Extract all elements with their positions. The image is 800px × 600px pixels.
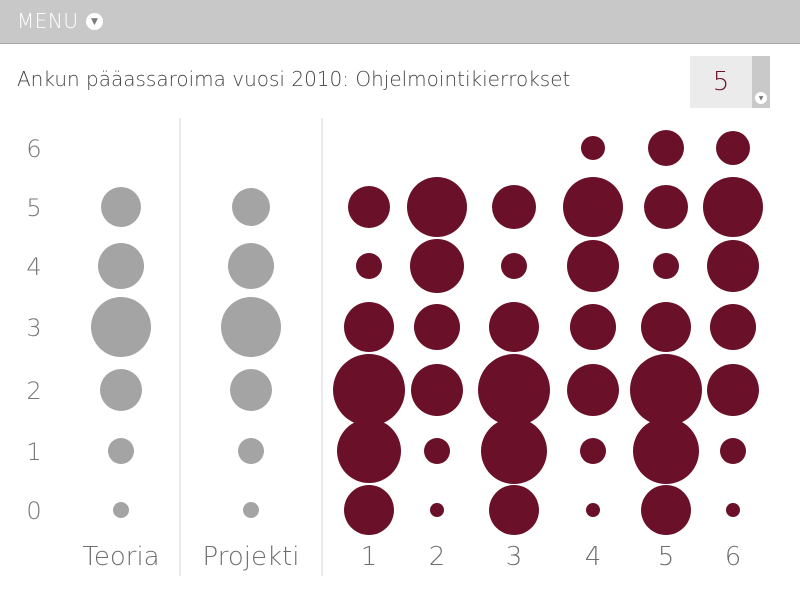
bubble xyxy=(414,304,460,350)
y-tick-label: 4 xyxy=(26,253,41,281)
bubble xyxy=(478,354,550,426)
bubble xyxy=(407,177,467,237)
y-tick-label: 5 xyxy=(26,194,41,222)
bubble xyxy=(230,369,272,411)
category-label: 1 xyxy=(361,542,378,572)
bubble xyxy=(580,438,606,464)
bubble xyxy=(492,185,536,229)
bubble xyxy=(98,243,144,289)
round-selector[interactable]: 5 ▼ xyxy=(690,56,770,108)
bubble xyxy=(563,177,623,237)
y-tick-label: 1 xyxy=(26,438,41,466)
bubble xyxy=(228,243,274,289)
bubble xyxy=(430,503,444,517)
bubble xyxy=(337,419,401,483)
bubble xyxy=(501,253,527,279)
category-label: 5 xyxy=(658,542,675,572)
bubble xyxy=(91,297,151,357)
bubble xyxy=(108,438,134,464)
menu-button[interactable]: MENU xyxy=(17,9,79,33)
category-label: Teoria xyxy=(82,542,159,572)
bubble xyxy=(644,185,688,229)
bubble xyxy=(703,177,763,237)
bubble xyxy=(424,438,450,464)
bubble xyxy=(567,364,619,416)
bubble xyxy=(333,354,405,426)
bubble xyxy=(630,354,702,426)
bubble xyxy=(648,130,684,166)
bubble xyxy=(481,418,547,484)
y-tick-label: 3 xyxy=(26,314,41,342)
y-tick-label: 2 xyxy=(26,377,41,405)
bubble xyxy=(113,502,129,518)
bubble xyxy=(707,364,759,416)
bubble xyxy=(726,503,740,517)
bubble xyxy=(710,304,756,350)
bubble xyxy=(238,438,264,464)
page-title: Ankun pääassaroima vuosi 2010: Ohjelmoin… xyxy=(17,67,571,91)
bubble xyxy=(707,240,759,292)
bubble xyxy=(410,239,464,293)
bubble xyxy=(344,485,394,535)
bubble xyxy=(641,302,691,352)
y-tick-label: 0 xyxy=(26,497,41,525)
menu-bar: MENU ▼ xyxy=(0,0,800,44)
bubble xyxy=(720,438,746,464)
bubble xyxy=(356,253,382,279)
bubble xyxy=(653,253,679,279)
category-label: 3 xyxy=(506,542,523,572)
bubble xyxy=(243,502,259,518)
bubble xyxy=(633,418,699,484)
chevron-down-icon[interactable]: ▼ xyxy=(86,13,103,30)
bubble xyxy=(567,240,619,292)
category-label: Projekti xyxy=(203,542,300,572)
bubble xyxy=(489,302,539,352)
y-tick-label: 6 xyxy=(26,135,41,163)
bubble xyxy=(489,485,539,535)
bubble xyxy=(344,302,394,352)
category-label: 2 xyxy=(429,542,446,572)
round-selector-dropdown[interactable]: ▼ xyxy=(752,56,770,108)
round-selector-value: 5 xyxy=(712,67,730,97)
category-label: 4 xyxy=(585,542,602,572)
bubble xyxy=(641,485,691,535)
bubble xyxy=(232,188,270,226)
bubble xyxy=(348,186,390,228)
bubble xyxy=(716,131,750,165)
bubble xyxy=(221,297,281,357)
category-label: 6 xyxy=(725,542,742,572)
bubble xyxy=(101,187,141,227)
bubble xyxy=(100,369,142,411)
bubble xyxy=(586,503,600,517)
bubble xyxy=(570,304,616,350)
chevron-down-icon: ▼ xyxy=(755,92,767,104)
bubble xyxy=(411,364,463,416)
bubble xyxy=(581,136,605,160)
